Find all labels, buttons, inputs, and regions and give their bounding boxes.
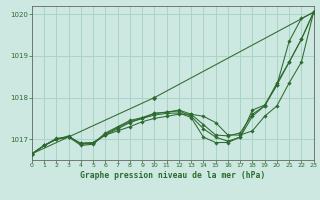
X-axis label: Graphe pression niveau de la mer (hPa): Graphe pression niveau de la mer (hPa) xyxy=(80,171,265,180)
